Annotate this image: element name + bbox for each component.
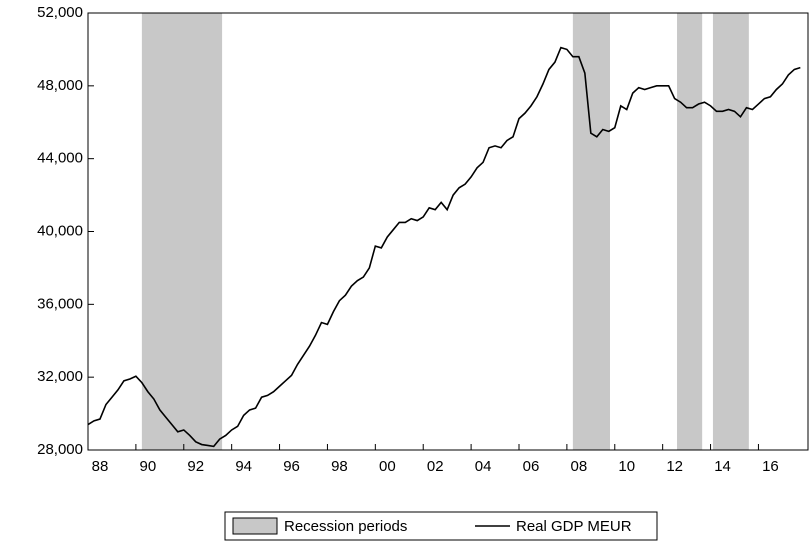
legend-label: Real GDP MEUR [516,518,632,535]
x-tick-label: 14 [714,458,731,475]
x-tick-label: 16 [762,458,779,475]
y-tick-label: 36,000 [37,295,83,312]
recession-band [712,13,749,450]
legend-box [224,511,658,541]
y-tick-label: 40,000 [37,222,83,239]
x-tick-label: 10 [618,458,635,475]
legend-swatch [232,517,278,535]
recession-band [141,13,223,450]
x-tick-label: 02 [427,458,444,475]
recession-band [572,13,610,450]
x-tick-label: 08 [571,458,588,475]
y-tick-label: 28,000 [37,441,83,458]
x-tick-label: 12 [666,458,683,475]
y-tick-label: 44,000 [37,150,83,167]
recession-band [677,13,703,450]
gdp-line [87,46,801,448]
x-tick-label: 88 [92,458,109,475]
x-tick-label: 04 [475,458,492,475]
y-tick-label: 52,000 [37,4,83,21]
x-tick-label: 98 [331,458,348,475]
x-tick-label: 96 [283,458,300,475]
x-tick-label: 90 [140,458,157,475]
plot-frame [87,12,809,451]
y-tick-label: 48,000 [37,77,83,94]
x-tick-label: 06 [523,458,540,475]
x-tick-label: 94 [235,458,252,475]
x-tick-label: 00 [379,458,396,475]
x-tick-label: 92 [187,458,204,475]
legend: Recession periods Real GDP MEUR [224,511,658,541]
y-tick-label: 32,000 [37,368,83,385]
legend-label: Recession periods [284,518,407,535]
